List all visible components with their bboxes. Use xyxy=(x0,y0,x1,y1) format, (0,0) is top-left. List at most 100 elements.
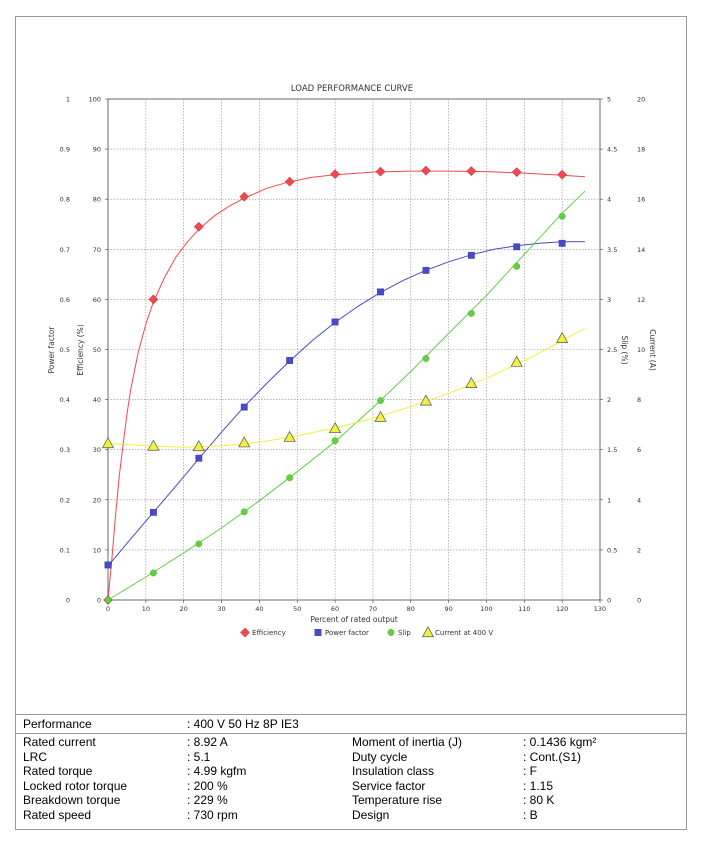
current-tick-label: 16 xyxy=(637,196,645,204)
spec-row: Breakdown torque: 229 % Temperature rise:… xyxy=(15,793,687,808)
chart-svg: 0 10 20 30 40 50 60 70 80 90 100 110 120 13000.10.20.… xyxy=(47,84,657,638)
chart-title: LOAD PERFORMANCE CURVE xyxy=(291,84,413,94)
pf-tick-label: 0.4 xyxy=(60,396,70,404)
spec-label: Locked rotor torque xyxy=(23,778,128,793)
spec-label: Rated torque xyxy=(23,764,93,778)
pf-tick-label: 0.8 xyxy=(60,196,70,204)
data-point-current xyxy=(147,439,160,451)
performance-header-row: Performance : 400 V 50 Hz 8P IE3 xyxy=(15,714,687,734)
slip-tick-label: 4.5 xyxy=(607,146,617,154)
spec-value: : 200 % xyxy=(187,778,228,793)
eff-tick-label: 90 xyxy=(93,146,101,154)
eff-tick-label: 100 xyxy=(89,96,101,104)
spec-label: Service factor xyxy=(352,778,426,793)
legend-label: Current at 400 V xyxy=(435,629,493,637)
x-axis-label: Percent of rated output xyxy=(310,615,397,624)
current-tick-label: 0 xyxy=(637,597,641,605)
legend-label: Slip xyxy=(398,629,411,637)
legend-item: Power factor xyxy=(314,629,369,637)
spec-value: : 8.92 A xyxy=(187,735,228,749)
legend-label: Efficiency xyxy=(252,629,286,637)
x-tick-label: 50 xyxy=(293,605,301,613)
data-point-power_factor xyxy=(558,239,566,247)
legend-label: Power factor xyxy=(325,629,369,637)
data-point-efficiency xyxy=(148,294,159,305)
x-tick-label: 40 xyxy=(255,605,263,613)
eff-tick-label: 40 xyxy=(93,396,101,404)
data-point-slip xyxy=(558,212,566,220)
slip-tick-label: 3 xyxy=(607,296,611,304)
pf-tick-label: 0.9 xyxy=(60,146,70,154)
spec-row: Rated speed: 730 rpm Design: B xyxy=(15,808,687,823)
x-tick-label: 60 xyxy=(331,605,339,613)
data-point-current xyxy=(556,331,569,343)
data-point-slip xyxy=(513,262,521,270)
legend-marker-slip xyxy=(387,629,395,636)
legend-item: Efficiency xyxy=(240,627,286,638)
x-tick-label: 130 xyxy=(594,605,606,613)
spec-value: : 730 rpm xyxy=(187,807,238,822)
pf-tick-label: 0.3 xyxy=(60,446,70,454)
spec-row: LRC: 5.1 Duty cycle: Cont.(S1) xyxy=(15,750,687,765)
slip-tick-label: 1 xyxy=(607,496,611,504)
current-tick-label: 12 xyxy=(637,296,645,304)
spec-value: : 4.99 kgfm xyxy=(187,764,247,778)
legend-marker-power_factor xyxy=(314,629,322,636)
data-point-efficiency xyxy=(557,169,568,180)
data-point-current xyxy=(419,394,433,406)
current-tick-label: 4 xyxy=(637,496,641,504)
spec-value: : 5.1 xyxy=(187,749,211,764)
data-point-power_factor xyxy=(150,508,157,516)
data-point-current xyxy=(192,440,205,452)
data-point-power_factor xyxy=(195,454,203,462)
data-point-current xyxy=(328,421,342,434)
data-point-slip xyxy=(377,397,384,405)
data-point-slip xyxy=(467,310,475,317)
spec-row: Rated current: 8.92 A Moment of inertia (… xyxy=(15,735,687,750)
data-point-slip xyxy=(286,474,294,482)
spec-label: Insulation class xyxy=(352,764,435,778)
data-point-power_factor xyxy=(331,318,339,326)
data-point-slip xyxy=(331,437,339,445)
current-tick-label: 10 xyxy=(637,346,645,354)
series-line-current xyxy=(107,327,586,448)
data-point-efficiency xyxy=(330,169,341,180)
spec-label: Rated current xyxy=(23,735,96,749)
slip-tick-label: 2.5 xyxy=(607,346,617,354)
current-axis-label: Current (A) xyxy=(648,329,657,371)
data-point-efficiency xyxy=(284,176,295,187)
slip-tick-label: 5 xyxy=(607,96,611,104)
legend-marker-efficiency xyxy=(240,627,250,638)
slip-tick-label: 0.5 xyxy=(607,546,617,554)
x-tick-label: 10 xyxy=(142,605,150,613)
pf-tick-label: 1 xyxy=(66,96,70,104)
page-frame xyxy=(15,16,687,830)
eff-tick-label: 80 xyxy=(93,196,101,204)
spec-label: Duty cycle xyxy=(352,749,408,764)
x-tick-label: 30 xyxy=(217,605,225,613)
data-point-power_factor xyxy=(467,251,475,259)
spec-value: : 229 % xyxy=(187,793,228,807)
data-point-current xyxy=(283,430,296,442)
slip-tick-label: 4 xyxy=(607,196,611,204)
performance-value: : 400 V 50 Hz 8P IE3 xyxy=(187,717,299,731)
pf-tick-label: 0.1 xyxy=(60,546,70,554)
current-tick-label: 20 xyxy=(637,96,645,104)
data-point-current xyxy=(238,436,251,448)
data-point-power_factor xyxy=(286,357,294,364)
spec-label: Rated speed xyxy=(23,807,92,822)
slip-tick-label: 1.5 xyxy=(607,446,617,454)
eff-tick-label: 0 xyxy=(97,597,101,605)
legend-item: Slip xyxy=(387,629,411,637)
eff-tick-label: 70 xyxy=(93,246,101,254)
current-tick-label: 2 xyxy=(637,546,641,554)
spec-value: : B xyxy=(523,807,538,822)
x-tick-label: 90 xyxy=(444,605,452,613)
data-point-current xyxy=(465,376,478,388)
data-point-power_factor xyxy=(104,561,112,569)
x-tick-label: 0 xyxy=(106,605,110,613)
data-point-slip xyxy=(150,569,157,577)
pf-tick-label: 0.2 xyxy=(60,496,70,504)
spec-value: : F xyxy=(523,764,537,778)
performance-label: Performance xyxy=(23,717,92,731)
